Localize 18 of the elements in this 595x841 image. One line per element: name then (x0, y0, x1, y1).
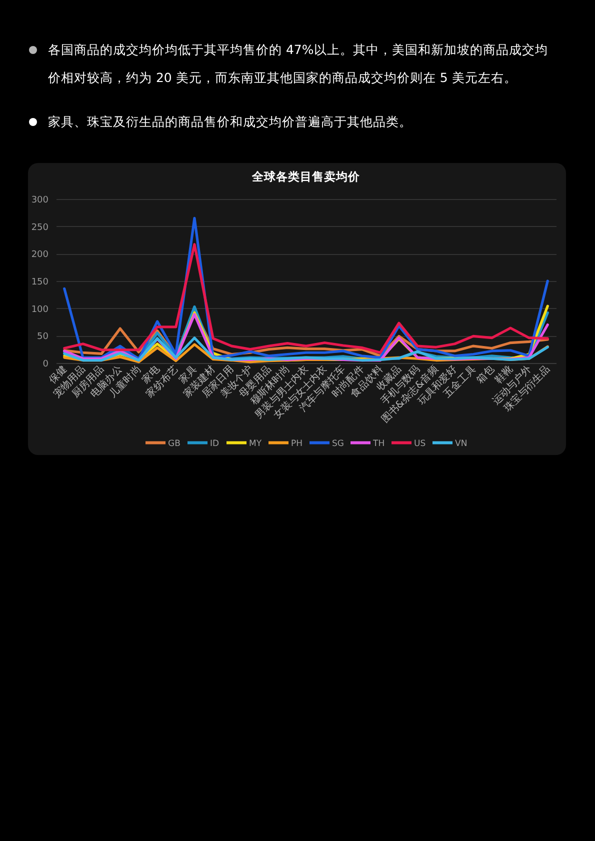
text: 家具、珠宝及衍生品的商品售价和成交均价普遍高于其他品类。 (48, 114, 412, 129)
y-tick-label: 100 (31, 304, 49, 315)
legend-label: MY (249, 438, 262, 449)
y-tick-label: 300 (31, 196, 49, 206)
chart-title: 全球各类目售卖均价 (251, 170, 361, 184)
legend-label: VN (455, 438, 468, 449)
legend-label: GB (168, 438, 181, 449)
legend-label: TH (372, 438, 385, 449)
legend-label: SG (332, 438, 344, 449)
y-tick-label: 0 (42, 360, 49, 370)
y-tick-label: 150 (31, 278, 49, 288)
y-tick-label: 250 (31, 222, 49, 233)
text: 各国商品的成交均价均低于其平均售价的 47%以上。其中，美国和新加坡的商品成交均价相对较高，约为 20 美元，而东南亚其他国家的商品成交均价则在 5 美元左右。 (48, 42, 548, 85)
legend-label: US (414, 438, 426, 449)
y-tick-label: 50 (37, 332, 49, 342)
legend-label: PH (291, 438, 303, 449)
y-tick-label: 200 (31, 250, 49, 260)
legend-label: ID (210, 438, 220, 449)
